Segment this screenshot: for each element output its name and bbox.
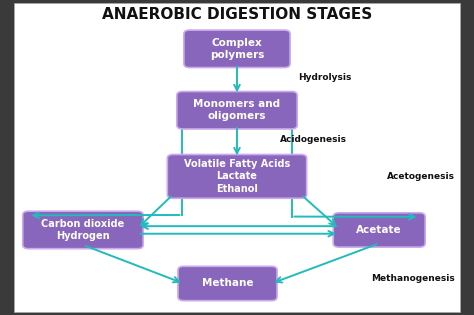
Text: Methanogenesis: Methanogenesis xyxy=(371,274,455,283)
FancyBboxPatch shape xyxy=(14,3,460,312)
Text: Acidogenesis: Acidogenesis xyxy=(280,135,346,144)
Text: Hydrolysis: Hydrolysis xyxy=(299,73,352,82)
FancyBboxPatch shape xyxy=(178,266,277,301)
Text: ANAEROBIC DIGESTION STAGES: ANAEROBIC DIGESTION STAGES xyxy=(102,7,372,22)
Text: Acetate: Acetate xyxy=(356,225,402,235)
Text: Volatile Fatty Acids
Lactate
Ethanol: Volatile Fatty Acids Lactate Ethanol xyxy=(184,159,290,194)
FancyBboxPatch shape xyxy=(184,30,290,68)
Text: Acetogenesis: Acetogenesis xyxy=(387,172,455,181)
FancyBboxPatch shape xyxy=(333,213,425,247)
FancyBboxPatch shape xyxy=(23,211,143,249)
Text: Carbon dioxide
Hydrogen: Carbon dioxide Hydrogen xyxy=(41,219,125,241)
FancyBboxPatch shape xyxy=(167,154,307,198)
Text: Monomers and
oligomers: Monomers and oligomers xyxy=(193,99,281,122)
FancyBboxPatch shape xyxy=(177,91,297,129)
Text: Methane: Methane xyxy=(202,278,253,289)
Text: Complex
polymers: Complex polymers xyxy=(210,37,264,60)
